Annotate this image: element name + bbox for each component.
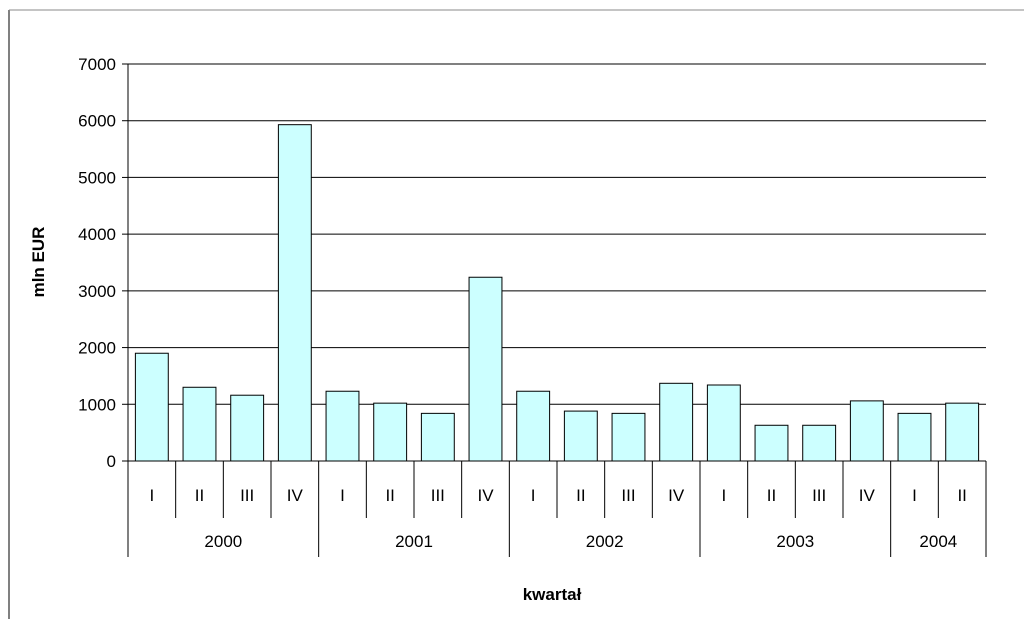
quarter-label: IV	[287, 486, 304, 505]
bar	[134, 352, 169, 462]
quarter-label: I	[340, 486, 345, 505]
x-axis-title: kwartał	[523, 585, 582, 604]
bar	[230, 394, 265, 462]
bar	[897, 412, 932, 462]
quarter-label: III	[240, 486, 254, 505]
y-tick-label: 6000	[78, 112, 116, 131]
quarter-label: I	[721, 486, 726, 505]
bar	[420, 412, 455, 462]
year-label: 2004	[919, 532, 957, 551]
bar	[468, 276, 503, 462]
quarter-label: III	[812, 486, 826, 505]
quarter-label: IV	[859, 486, 876, 505]
bar	[802, 424, 837, 462]
year-label: 2001	[395, 532, 433, 551]
bar	[516, 390, 551, 462]
bar	[325, 390, 360, 462]
bars	[134, 124, 980, 462]
quarter-label: IV	[477, 486, 494, 505]
gridlines	[128, 63, 986, 405]
bar	[373, 402, 408, 462]
quarter-label: II	[385, 486, 394, 505]
quarter-label: IV	[668, 486, 685, 505]
year-label: 2002	[586, 532, 624, 551]
year-label: 2003	[776, 532, 814, 551]
axes	[122, 63, 987, 557]
bar	[754, 424, 789, 462]
quarter-label: II	[576, 486, 585, 505]
quarter-label: II	[195, 486, 204, 505]
quarter-label: I	[149, 486, 154, 505]
bar	[277, 124, 312, 462]
quarter-label: II	[767, 486, 776, 505]
y-tick-labels: 0 1000 2000 3000 4000 5000 6000 7000	[78, 55, 116, 471]
quarter-label: I	[531, 486, 536, 505]
y-tick-label: 0	[107, 452, 116, 471]
bar	[706, 384, 741, 462]
bar	[659, 382, 694, 462]
y-tick-label: 5000	[78, 168, 116, 187]
bar	[945, 402, 980, 462]
y-axis-title: mln EUR	[29, 227, 48, 298]
bar	[849, 400, 884, 462]
quarter-label: II	[957, 486, 966, 505]
year-label: 2000	[204, 532, 242, 551]
bar	[182, 386, 217, 462]
bar	[611, 412, 646, 462]
y-tick-label: 2000	[78, 339, 116, 358]
y-tick-label: 3000	[78, 282, 116, 301]
quarter-label: I	[912, 486, 917, 505]
y-tick-label: 1000	[78, 395, 116, 414]
quarter-label: III	[431, 486, 445, 505]
quarter-label: III	[621, 486, 635, 505]
y-tick-label: 7000	[78, 55, 116, 74]
y-tick-label: 4000	[78, 225, 116, 244]
bar	[563, 410, 598, 462]
